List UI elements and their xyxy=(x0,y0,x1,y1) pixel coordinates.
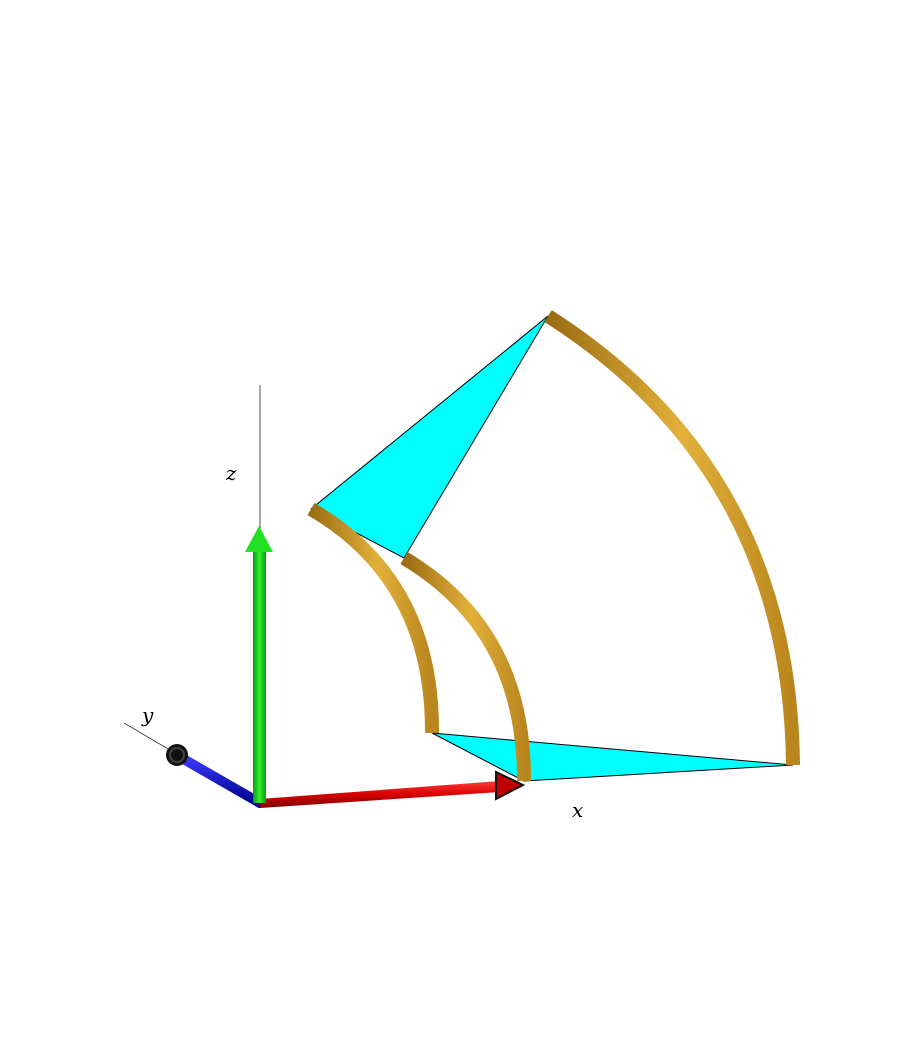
bottom-triangle-face xyxy=(431,732,794,782)
y-axis-arrow-shaft xyxy=(175,752,265,808)
z-axis-label: z xyxy=(225,461,237,485)
z-axis-arrow-shaft xyxy=(253,550,266,803)
x-axis-arrow-shaft xyxy=(260,781,500,808)
z-axis-arrow-head xyxy=(245,526,273,552)
x-axis-arrow-head xyxy=(495,770,526,801)
top-triangle-face xyxy=(310,315,549,559)
inner-arc-tube xyxy=(307,502,440,734)
y-axis-label: y xyxy=(141,703,154,727)
outer-arc-tube xyxy=(544,310,800,766)
middle-arc-tube xyxy=(400,551,532,782)
x-axis-label: x xyxy=(572,798,583,822)
y-axis-arrow-head-ring xyxy=(169,747,185,763)
